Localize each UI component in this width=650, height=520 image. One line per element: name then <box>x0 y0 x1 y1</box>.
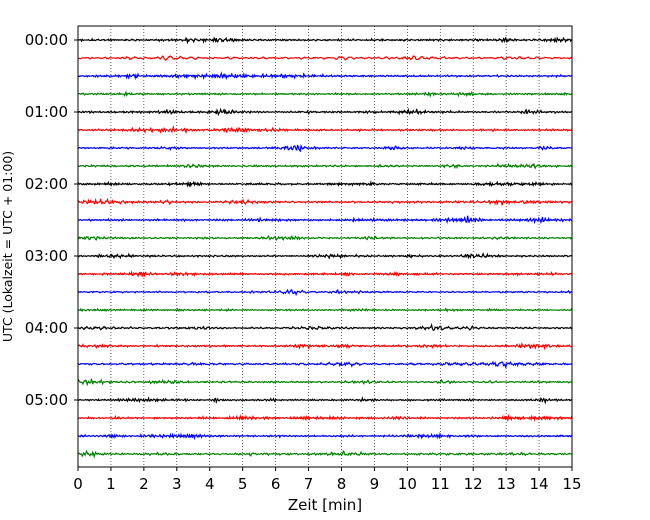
trace-0115 <box>77 124 573 134</box>
x-tick-label: 15 <box>562 475 581 493</box>
x-tick-label: 0 <box>73 475 83 493</box>
plot-frame <box>77 25 573 468</box>
x-tick-label: 7 <box>304 475 314 493</box>
trace-0145 <box>77 162 573 170</box>
x-tick-label: 1 <box>106 475 116 493</box>
trace-0215 <box>77 197 573 206</box>
x-axis-label: Zeit [min] <box>288 496 362 514</box>
y-tick-label: 00:00 <box>25 31 68 49</box>
x-tick-label: 6 <box>271 475 281 493</box>
trace-0345 <box>77 307 573 313</box>
trace-0515 <box>77 413 573 423</box>
trace-0045 <box>77 90 573 98</box>
x-tick-label: 4 <box>205 475 215 493</box>
trace-0315 <box>77 270 573 278</box>
x-tick-label: 2 <box>139 475 149 493</box>
x-tick-label: 3 <box>172 475 182 493</box>
x-tick-label: 12 <box>464 475 483 493</box>
trace-0500 <box>77 396 573 405</box>
x-tick-label: 5 <box>238 475 248 493</box>
trace-0000 <box>77 36 573 45</box>
y-axis: 00:00 01:00 02:00 03:00 04:00 05:00 <box>25 31 78 409</box>
traces-layer <box>77 36 573 459</box>
trace-0200 <box>77 180 573 188</box>
trace-0300 <box>77 252 573 260</box>
trace-0430 <box>77 360 573 368</box>
trace-0130 <box>77 144 573 153</box>
trace-0100 <box>77 107 573 117</box>
trace-0545 <box>77 449 573 459</box>
y-tick-label: 02:00 <box>25 175 68 193</box>
trace-0245 <box>77 235 573 242</box>
trace-0400 <box>77 322 573 332</box>
trace-0330 <box>77 288 573 297</box>
x-tick-label: 9 <box>370 475 380 493</box>
x-tick-label: 13 <box>497 475 516 493</box>
y-tick-label: 05:00 <box>25 391 68 409</box>
y-axis-label: UTC (Lokalzeit = UTC + 01:00) <box>0 151 15 342</box>
x-axis: 0 1 2 3 4 5 6 7 8 9 10 11 12 13 14 15 <box>73 467 582 493</box>
trace-0530 <box>77 431 573 441</box>
trace-0230 <box>77 215 573 225</box>
x-tick-label: 14 <box>530 475 549 493</box>
x-tick-label: 10 <box>398 475 417 493</box>
trace-0415 <box>77 341 573 351</box>
trace-0445 <box>77 377 573 387</box>
y-tick-label: 04:00 <box>25 319 68 337</box>
trace-0030 <box>77 71 573 81</box>
y-tick-label: 01:00 <box>25 103 68 121</box>
y-tick-label: 03:00 <box>25 247 68 265</box>
trace-0015 <box>77 55 573 61</box>
x-tick-label: 11 <box>431 475 450 493</box>
x-tick-label: 8 <box>337 475 347 493</box>
